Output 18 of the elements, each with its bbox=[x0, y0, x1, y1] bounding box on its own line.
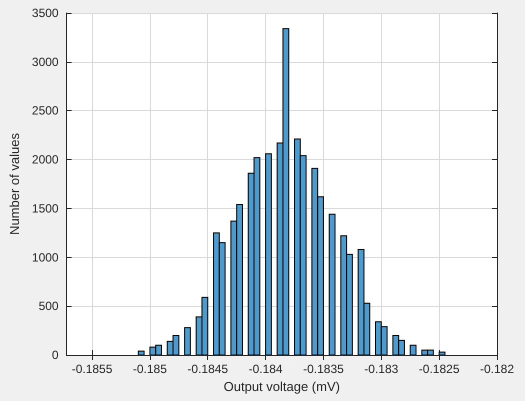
x-tick-label: -0.182 bbox=[480, 362, 514, 376]
y-tick-label: 0 bbox=[52, 348, 59, 362]
x-tick-label: -0.184 bbox=[248, 362, 283, 376]
x-tick-label: -0.1855 bbox=[72, 362, 113, 376]
y-tick-label: 1500 bbox=[32, 201, 59, 216]
y-axis-title: Number of values bbox=[7, 132, 22, 235]
x-axis-title: Output voltage (mV) bbox=[224, 378, 340, 394]
y-tick-label: 3500 bbox=[32, 6, 59, 20]
y-tick-label: 3000 bbox=[32, 54, 59, 69]
x-tick-label: -0.185 bbox=[132, 362, 168, 376]
y-tick-label: 2500 bbox=[32, 104, 59, 118]
y-tick-label: 1000 bbox=[32, 250, 59, 264]
y-tick-label: 2000 bbox=[32, 152, 59, 167]
x-tick-label: -0.1835 bbox=[303, 362, 344, 376]
y-tick-label: 500 bbox=[38, 299, 59, 314]
x-tick-label: -0.1845 bbox=[187, 362, 228, 376]
x-tick-label: -0.1825 bbox=[418, 362, 460, 376]
x-tick-label: -0.183 bbox=[364, 362, 399, 376]
